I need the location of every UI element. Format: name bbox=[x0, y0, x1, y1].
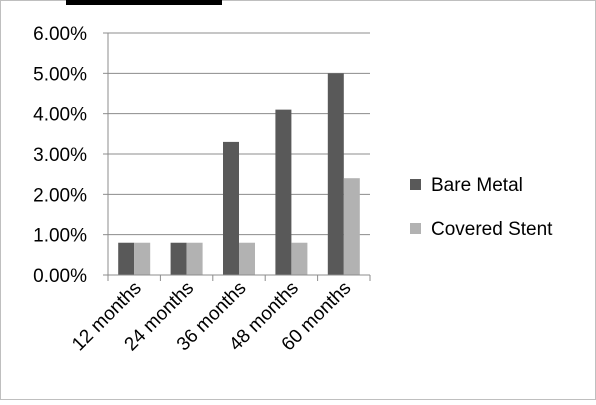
bar-covered-stent bbox=[343, 178, 360, 275]
y-tick-label: 3.00% bbox=[33, 145, 87, 166]
legend-label: Covered Stent bbox=[431, 219, 553, 240]
bar-covered-stent bbox=[239, 242, 255, 275]
bar-covered-stent bbox=[134, 242, 151, 275]
y-tick-label: 0.00% bbox=[33, 266, 87, 287]
bar-bare-metal bbox=[170, 242, 187, 275]
bar-bare-metal bbox=[275, 109, 292, 275]
bars bbox=[118, 73, 360, 275]
bar-covered-stent bbox=[186, 242, 203, 275]
gridlines bbox=[108, 32, 370, 236]
bar-covered-stent bbox=[291, 242, 308, 275]
legend: Bare Metal Covered Stent bbox=[410, 175, 553, 240]
bar-bare-metal bbox=[118, 242, 135, 275]
legend-label: Bare Metal bbox=[431, 175, 523, 196]
legend-swatch bbox=[410, 179, 421, 190]
y-tick-labels: 0.00% 1.00% 2.00% 3.00% 4.00% 5.00% 6.00% bbox=[33, 24, 87, 287]
top-decoration-bar bbox=[66, 0, 222, 5]
y-tick-label: 5.00% bbox=[33, 64, 87, 85]
legend-swatch bbox=[410, 223, 421, 234]
y-tick-label: 2.00% bbox=[33, 185, 87, 206]
y-tick-label: 1.00% bbox=[33, 226, 87, 247]
y-tick-label: 6.00% bbox=[33, 24, 87, 45]
y-tick-label: 4.00% bbox=[33, 105, 87, 126]
axes bbox=[103, 32, 371, 281]
bar-bare-metal bbox=[223, 141, 239, 275]
bar-bare-metal bbox=[327, 73, 344, 275]
